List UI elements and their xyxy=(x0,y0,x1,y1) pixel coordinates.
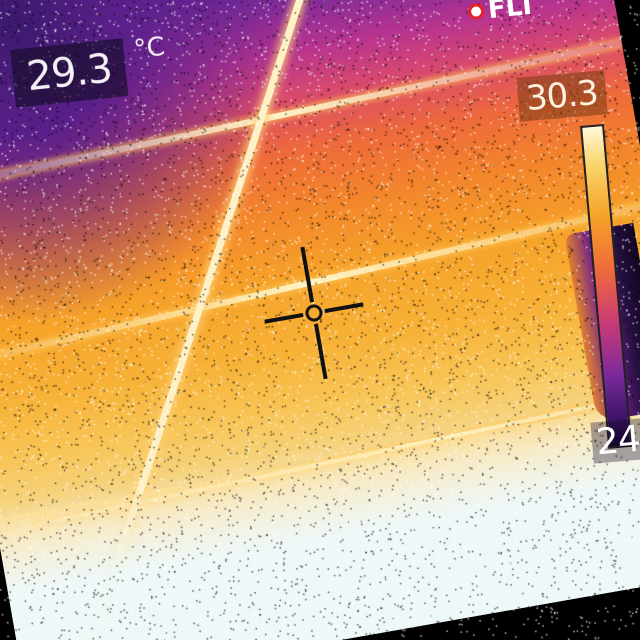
crosshair-icon xyxy=(264,246,364,380)
scale-min-value: 24. xyxy=(590,417,640,464)
spot-temperature-value: 29.3 xyxy=(10,38,129,108)
warm-lower-region xyxy=(0,396,640,640)
flir-logo-icon xyxy=(467,2,485,21)
temperature-unit: °C xyxy=(132,31,167,65)
scale-max-value: 30.3 xyxy=(516,70,608,122)
